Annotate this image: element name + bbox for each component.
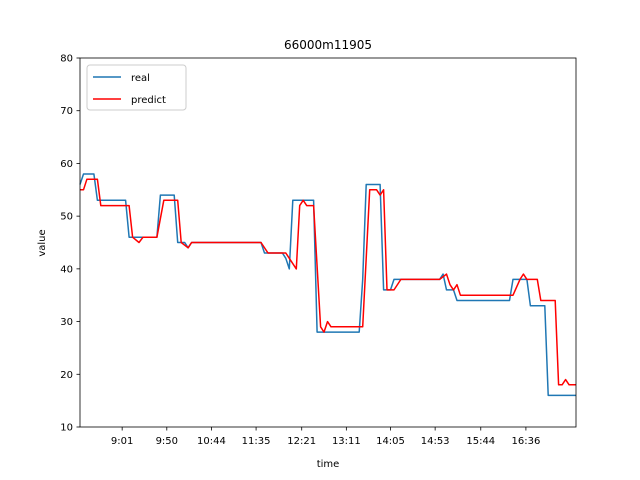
x-axis-label: time [317,459,340,470]
legend-label-predict: predict [131,95,166,106]
x-tick-label: 13:11 [332,436,361,447]
plot-frame [79,57,577,428]
x-tick-label: 14:53 [421,436,450,447]
series-layer [79,173,576,397]
y-axis-label: value [37,229,48,256]
x-tick-label: 9:50 [156,436,178,447]
legend: real predict [86,64,187,111]
plot-area [80,58,576,427]
y-tick-label: 80 [60,54,73,65]
series-line-real [79,173,576,397]
y-tick-label: 40 [60,264,73,275]
x-tick-label: 16:36 [511,436,540,447]
y-tick-label: 50 [60,212,73,223]
y-tick-label: 10 [60,423,73,434]
y-tick-label: 30 [60,317,73,328]
y-tick-label: 70 [60,106,73,117]
plot-background [80,58,576,427]
x-tick-label: 10:44 [197,436,226,447]
y-tick-label: 20 [60,370,73,381]
axes-layer: 10 20 30 40 50 60 70 80 9:01 9:50 10:44 11:35 12:21 1… [60,54,577,447]
legend-label-real: real [131,73,150,84]
x-tick-label: 12:21 [287,436,316,447]
x-tick-label: 14:05 [376,436,405,447]
x-tick-label: 9:01 [111,436,133,447]
series-line-predict [80,178,576,386]
x-tick-label: 15:44 [466,436,495,447]
x-tick-label: 11:35 [242,436,271,447]
y-tick-label: 60 [60,159,73,170]
chart-title: 66000m11905 [284,38,372,52]
